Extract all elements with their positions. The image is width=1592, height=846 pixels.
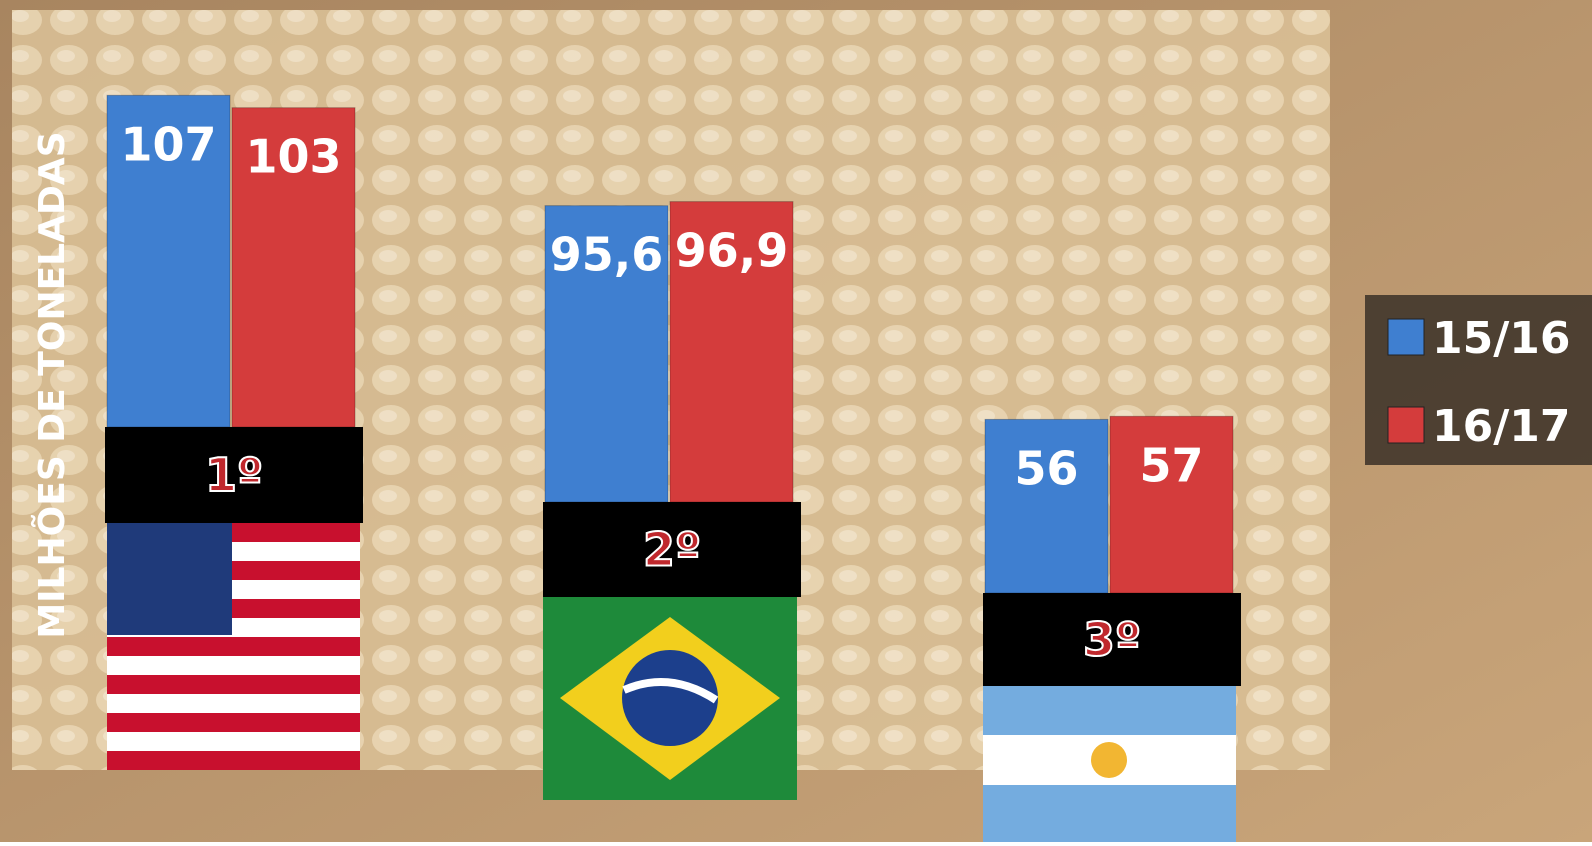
value-label: 56 — [1014, 441, 1078, 495]
legend-label: 15/16 — [1432, 313, 1571, 364]
value-label: 95,6 — [550, 228, 664, 282]
x-tick-label: 2º — [643, 523, 701, 577]
flag-brazil — [543, 597, 797, 800]
value-label: 96,9 — [675, 224, 789, 278]
value-label: 107 — [120, 117, 216, 171]
legend-swatch — [1388, 407, 1424, 443]
legend-label: 16/17 — [1432, 401, 1571, 452]
value-label: 103 — [245, 130, 341, 184]
flag-argentina — [983, 686, 1236, 842]
legend-swatch — [1388, 319, 1424, 355]
flag-usa — [107, 523, 360, 770]
chart: MILHÕES DE TONELADAS 107 103 1º 95,696,9 2º 5… — [0, 0, 1592, 842]
value-label: 57 — [1139, 438, 1203, 492]
x-tick-label: 1º — [205, 448, 263, 502]
y-axis-label: MILHÕES DE TONELADAS — [31, 131, 73, 638]
x-tick-label: 3º — [1083, 613, 1141, 667]
